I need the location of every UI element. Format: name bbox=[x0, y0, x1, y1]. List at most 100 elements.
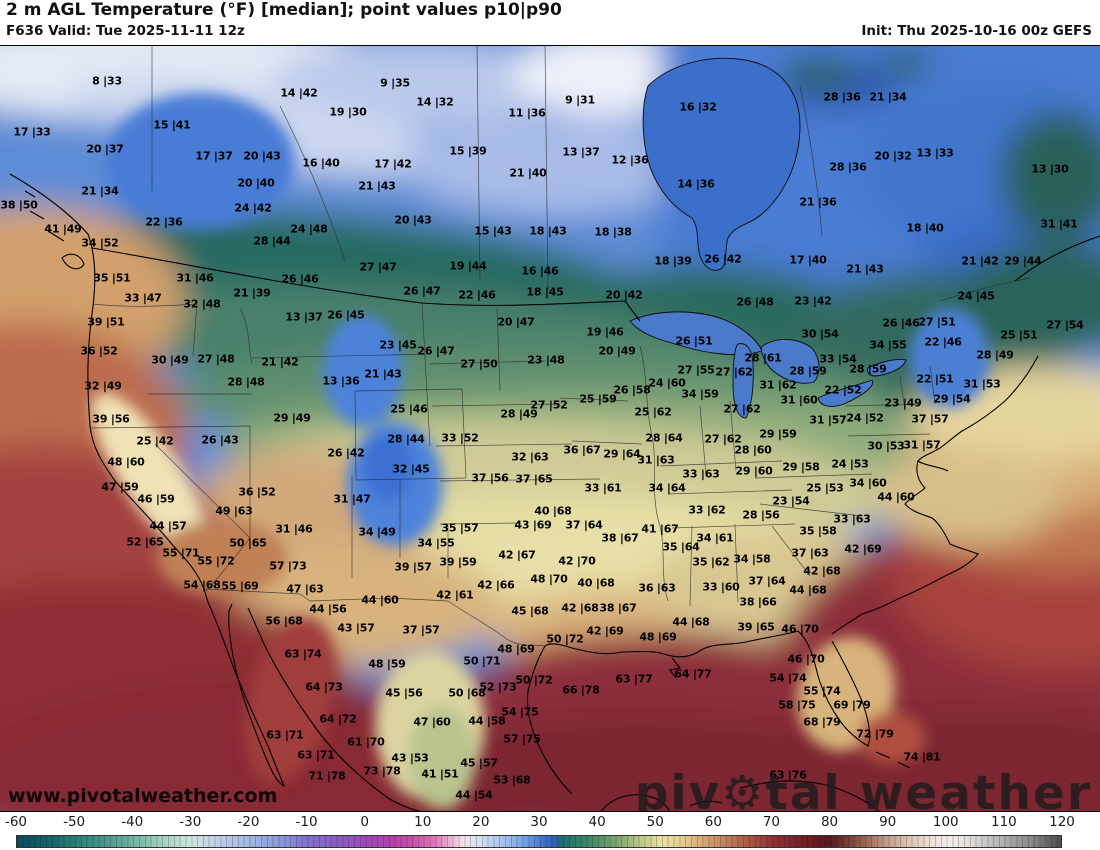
point-value: 28 |49 bbox=[500, 407, 538, 421]
point-value: 27 |54 bbox=[1046, 318, 1084, 332]
point-value: 48 |59 bbox=[368, 657, 406, 671]
point-value: 31 |53 bbox=[963, 377, 1001, 391]
point-value: 31 |47 bbox=[333, 492, 371, 506]
point-value: 20 |37 bbox=[86, 142, 124, 156]
point-value: 13 |33 bbox=[916, 146, 954, 160]
point-value: 44 |68 bbox=[789, 583, 827, 597]
point-value: 29 |64 bbox=[603, 447, 641, 461]
point-value: 23 |42 bbox=[794, 294, 832, 308]
state-borders bbox=[89, 46, 1031, 647]
point-value: 43 |69 bbox=[514, 518, 552, 532]
point-value: 42 |70 bbox=[558, 554, 596, 568]
point-value: 11 |36 bbox=[508, 106, 546, 120]
weather-map[interactable]: 8 |33 17 |33 15 |41 20 |37 17 |37 20 |43 20 |4… bbox=[0, 45, 1100, 812]
point-value: 27 |55 bbox=[677, 363, 715, 377]
colorbar-tick-label: 110 bbox=[990, 814, 1017, 830]
point-value: 22 |46 bbox=[458, 288, 496, 302]
point-value: 42 |67 bbox=[498, 548, 536, 562]
point-value: 19 |46 bbox=[586, 325, 624, 339]
point-value: 50 |65 bbox=[229, 536, 267, 550]
point-value: 20 |49 bbox=[598, 344, 636, 358]
point-value: 17 |40 bbox=[789, 253, 827, 267]
point-value: 50 |68 bbox=[448, 686, 486, 700]
point-value: 64 |72 bbox=[319, 712, 357, 726]
point-value: 15 |41 bbox=[153, 118, 191, 132]
point-value: 48 |69 bbox=[497, 642, 535, 656]
point-value: 42 |61 bbox=[436, 588, 474, 602]
point-value: 20 |32 bbox=[874, 149, 912, 163]
point-value: 21 |42 bbox=[261, 355, 299, 369]
colorbar-tick-label: -20 bbox=[237, 814, 260, 830]
colorbar: -60 -50 -40 -30 -20 -10 0 10 20 30 40 50 60 70 80 90 100… bbox=[0, 813, 1100, 850]
point-value: 31 |57 bbox=[903, 438, 941, 452]
point-value: 28 |44 bbox=[387, 432, 425, 446]
point-value: 26 |58 bbox=[613, 383, 651, 397]
point-value: 40 |68 bbox=[577, 576, 615, 590]
point-value: 37 |63 bbox=[791, 546, 829, 560]
point-value: 18 |40 bbox=[906, 221, 944, 235]
point-value: 27 |48 bbox=[197, 352, 235, 366]
map-title: 2 m AGL Temperature (°F) [median]; point… bbox=[6, 0, 562, 20]
logo-text-pre: piv bbox=[634, 766, 722, 812]
point-value: 24 |42 bbox=[234, 201, 272, 215]
colorbar-tick-label: 100 bbox=[932, 814, 959, 830]
point-value: 56 |68 bbox=[265, 614, 303, 628]
point-value: 39 |56 bbox=[92, 412, 130, 426]
point-value: 30 |49 bbox=[151, 353, 189, 367]
point-value: 22 |36 bbox=[145, 215, 183, 229]
point-value: 18 |38 bbox=[594, 225, 632, 239]
colorbar-tick-label: -10 bbox=[295, 814, 318, 830]
colorbar-tick-label: 90 bbox=[879, 814, 897, 830]
point-value: 24 |52 bbox=[846, 411, 884, 425]
point-value: 23 |45 bbox=[379, 338, 417, 352]
point-value: 44 |68 bbox=[672, 615, 710, 629]
point-value: 25 |62 bbox=[634, 405, 672, 419]
point-value: 58 |75 bbox=[778, 698, 816, 712]
point-value: 19 |44 bbox=[449, 259, 487, 273]
point-value: 48 |60 bbox=[107, 455, 145, 469]
point-value: 18 |45 bbox=[526, 285, 564, 299]
point-value: 42 |68 bbox=[803, 564, 841, 578]
point-value: 30 |53 bbox=[867, 439, 905, 453]
point-value: 61 |70 bbox=[347, 735, 385, 749]
point-value: 24 |60 bbox=[648, 376, 686, 390]
coastlines bbox=[9, 173, 1100, 811]
point-value: 31 |46 bbox=[176, 271, 214, 285]
point-value: 50 |72 bbox=[546, 632, 584, 646]
point-value: 26 |46 bbox=[882, 316, 920, 330]
point-value: 21 |34 bbox=[869, 90, 907, 104]
point-value: 44 |60 bbox=[361, 593, 399, 607]
point-value: 24 |48 bbox=[290, 222, 328, 236]
point-value: 31 |41 bbox=[1040, 217, 1078, 231]
point-value: 74 |81 bbox=[903, 750, 941, 764]
point-value: 64 |73 bbox=[305, 680, 343, 694]
point-value: 29 |49 bbox=[273, 411, 311, 425]
point-value: 35 |62 bbox=[692, 555, 730, 569]
point-value: 38 |67 bbox=[601, 531, 639, 545]
point-value: 63 |71 bbox=[297, 748, 335, 762]
point-value: 26 |42 bbox=[704, 252, 742, 266]
point-value: 29 |58 bbox=[782, 460, 820, 474]
point-value: 50 |71 bbox=[463, 654, 501, 668]
point-value: 68 |79 bbox=[803, 715, 841, 729]
point-value: 54 |75 bbox=[501, 705, 539, 719]
colorbar-tick-label: 60 bbox=[704, 814, 722, 830]
point-value: 54 |74 bbox=[769, 671, 807, 685]
point-value: 48 |70 bbox=[530, 572, 568, 586]
point-value: 21 |39 bbox=[233, 286, 271, 300]
point-value: 34 |60 bbox=[849, 476, 887, 490]
point-value: 20 |40 bbox=[237, 176, 275, 190]
point-value: 39 |65 bbox=[737, 620, 775, 634]
point-value: 33 |60 bbox=[702, 580, 740, 594]
point-value: 42 |69 bbox=[586, 624, 624, 638]
colorbar-tick-label: 20 bbox=[472, 814, 490, 830]
point-value: 27 |62 bbox=[715, 365, 753, 379]
point-value: 29 |44 bbox=[1004, 254, 1042, 268]
point-value: 9 |31 bbox=[565, 93, 595, 107]
point-value: 17 |37 bbox=[195, 149, 233, 163]
point-value: 18 |43 bbox=[529, 224, 567, 238]
point-value: 38 |67 bbox=[599, 601, 637, 615]
point-value: 14 |42 bbox=[280, 86, 318, 100]
point-value: 50 |72 bbox=[515, 673, 553, 687]
point-value: 33 |61 bbox=[584, 481, 622, 495]
